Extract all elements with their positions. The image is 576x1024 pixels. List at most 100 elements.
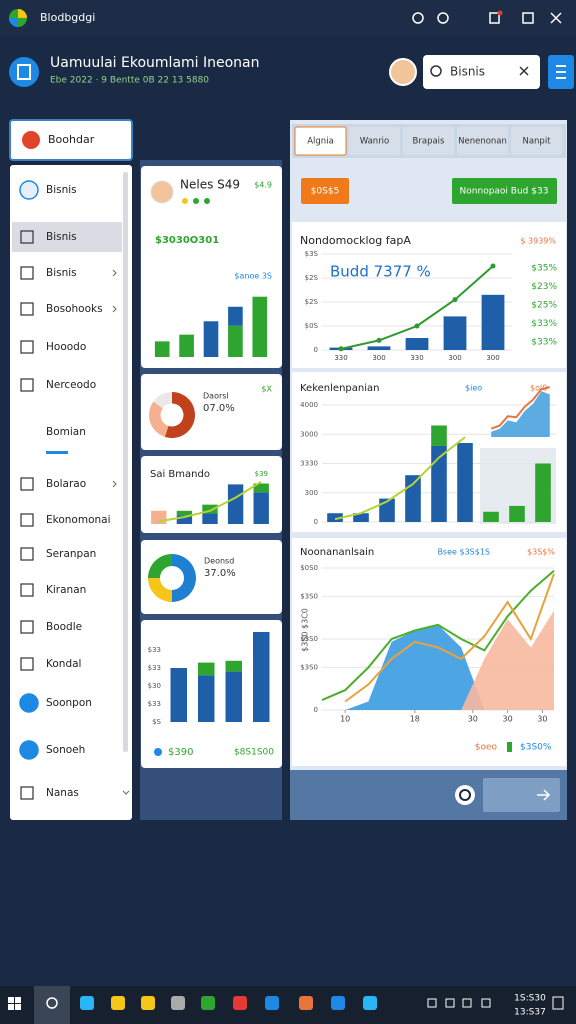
tray-icon[interactable] (481, 998, 491, 1008)
menu-item[interactable]: Kondal (46, 658, 81, 670)
app-icon[interactable] (265, 996, 279, 1010)
menu-item[interactable]: Hooodo (46, 341, 86, 353)
window-title: Blodbgdgi (40, 11, 95, 24)
app-icon[interactable] (171, 996, 185, 1010)
taskbar-search[interactable] (34, 986, 70, 1024)
bar (151, 510, 167, 524)
menu-item[interactable]: Nanas (46, 787, 79, 799)
tab-label: Brapais (413, 137, 446, 147)
area (322, 624, 554, 710)
dot (154, 748, 162, 756)
status-icon[interactable] (455, 785, 475, 805)
menu-item[interactable]: Nerceodo (46, 379, 96, 391)
tray-icon[interactable] (445, 998, 455, 1008)
side-label: $33% (531, 319, 557, 329)
y-tick-label: $2S (305, 298, 319, 306)
x-tick-label: 30 (537, 715, 547, 724)
start-icon[interactable] (15, 1004, 21, 1010)
start-icon[interactable] (15, 997, 21, 1003)
bar (405, 475, 421, 522)
app-icon[interactable] (80, 996, 94, 1010)
search-box[interactable] (423, 55, 540, 89)
icon[interactable] (489, 12, 500, 24)
tray-icon[interactable] (462, 998, 472, 1008)
app-icon[interactable] (111, 996, 125, 1010)
menu-item[interactable]: Sonoeh (46, 744, 85, 756)
menu-item[interactable]: Bosohooks (46, 303, 103, 315)
side-label: $35% (531, 264, 557, 274)
app-subtitle: Ebe 2022 · 9 Bentte 0B 22 13 5880 (50, 76, 209, 86)
app-title: Uamuulai Ekoumlami Ineonan (50, 55, 260, 71)
start-icon[interactable] (8, 997, 14, 1003)
menu-item[interactable]: Bisnis (46, 231, 77, 243)
menu-item[interactable]: Bisnis (46, 184, 77, 196)
menu-icon (20, 340, 34, 354)
footer-button[interactable] (483, 778, 560, 812)
tab[interactable] (349, 127, 400, 155)
menu-item[interactable]: Bisnis (46, 267, 77, 279)
pie-slice (148, 554, 172, 578)
app-icon[interactable] (201, 996, 215, 1010)
y-tick-label: 0 (314, 706, 318, 714)
app-icon[interactable] (141, 996, 155, 1010)
scrollbar[interactable] (123, 172, 128, 752)
chart-badge: $ieo (465, 384, 482, 393)
app-icon[interactable] (363, 996, 377, 1010)
bar (228, 325, 243, 357)
tab[interactable] (457, 127, 508, 155)
bar (353, 513, 369, 522)
line (158, 480, 262, 523)
menu-item[interactable]: Bomian (46, 426, 86, 438)
bar (481, 294, 505, 350)
icon[interactable] (437, 12, 449, 24)
bar (253, 632, 270, 722)
button[interactable] (301, 178, 349, 204)
title-bar (0, 0, 576, 36)
area (491, 391, 550, 437)
menu-icon (20, 657, 34, 671)
line (321, 570, 555, 702)
menu-item[interactable]: Boodle (46, 621, 82, 633)
menu-icon (19, 180, 39, 200)
card-value: 07.0% (203, 403, 235, 414)
maximize[interactable] (522, 12, 534, 24)
menu-item[interactable]: Ekonomonai (46, 514, 111, 526)
card-value: 37.0% (204, 568, 236, 579)
menu-item-highlight (12, 222, 122, 252)
app-icon[interactable] (299, 996, 313, 1010)
card-label: Deonsd (204, 557, 234, 566)
bar (431, 425, 447, 446)
search-icon[interactable] (46, 997, 58, 1009)
bar (457, 443, 473, 522)
chart-badge: $3S$% (527, 548, 555, 557)
y-tick-label: 3330 (300, 460, 318, 468)
avatar[interactable] (389, 58, 417, 86)
card-name: Neles S49 (180, 178, 240, 192)
y-tick-label: $30 (148, 682, 161, 690)
start-icon[interactable] (8, 1004, 14, 1010)
y-tick-label: $3S0 (300, 592, 318, 600)
sidebar (10, 165, 132, 820)
tab[interactable] (403, 127, 454, 155)
chevron (122, 790, 130, 795)
button[interactable] (452, 178, 557, 204)
y-tick-label: 4000 (300, 401, 318, 409)
menu-item[interactable]: Bolarao (46, 478, 86, 490)
menu-item[interactable]: Seranpan (46, 548, 96, 560)
icon[interactable] (412, 12, 424, 24)
app-icon[interactable] (331, 996, 345, 1010)
bar (252, 296, 268, 357)
menu-item[interactable]: Soonpon (46, 697, 92, 709)
notification-icon[interactable] (552, 996, 564, 1010)
line (344, 573, 555, 703)
close[interactable] (550, 12, 562, 24)
tab[interactable] (294, 126, 347, 156)
menu-underline (46, 451, 68, 454)
bar (154, 341, 170, 357)
menu-item[interactable]: Kiranan (46, 584, 86, 596)
tab[interactable] (511, 127, 562, 155)
x-tick-label: 30 (468, 715, 478, 724)
clear-search[interactable] (519, 66, 529, 76)
tray-icon[interactable] (427, 998, 437, 1008)
app-icon[interactable] (233, 996, 247, 1010)
